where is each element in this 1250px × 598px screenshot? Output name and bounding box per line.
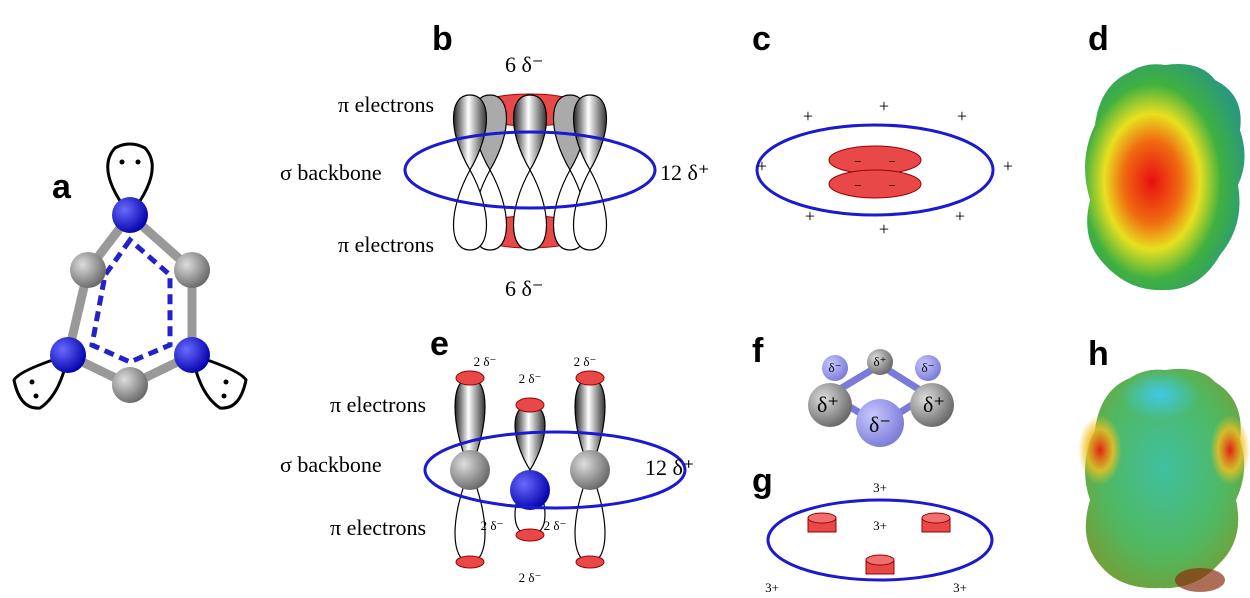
- charge-sign: +: [803, 106, 813, 126]
- charge-label: δ⁺: [817, 392, 839, 417]
- orbital-label: π electrons: [330, 392, 426, 417]
- esp-region: [1120, 370, 1200, 420]
- charge-label: δ⁺: [874, 354, 887, 369]
- charge-label: 3+: [873, 480, 887, 495]
- esp-region: [1078, 415, 1122, 485]
- charge-label: 12 δ⁺: [645, 455, 694, 480]
- charge-label: δ⁻: [922, 360, 935, 375]
- sigma-pi-model: [405, 94, 655, 250]
- p-orbital-lobe: [574, 170, 607, 250]
- charge-sign: +: [957, 106, 967, 126]
- charge-sign: +: [879, 96, 889, 116]
- orbital-label: σ backbone: [280, 160, 382, 185]
- panel-label: b: [432, 20, 453, 58]
- charge-label: δ⁻: [869, 412, 891, 437]
- ion-disk: [922, 513, 950, 523]
- charge-sign: −: [854, 154, 861, 169]
- charge-label: 6 δ⁻: [505, 52, 543, 77]
- charge-label: 2 δ⁻: [481, 518, 504, 533]
- charge-label: 2 δ⁻: [474, 354, 497, 369]
- charge-sign: −: [888, 154, 895, 169]
- charge-sign: +: [879, 219, 889, 239]
- charge-sign: −: [854, 178, 861, 193]
- charge-disk: [516, 529, 544, 541]
- figure: a b c d e f g h 6 δ⁻ π electrons σ backb…: [0, 0, 1250, 598]
- charge-label: 2 δ⁻: [519, 570, 542, 585]
- charge-sign: +: [1003, 156, 1013, 176]
- charge-label: 2 δ⁻: [519, 371, 542, 386]
- orbital-label: π electrons: [330, 515, 426, 540]
- panel-label: a: [52, 168, 72, 206]
- charge-sign: +: [955, 206, 965, 226]
- charge-label: 3+: [953, 580, 967, 595]
- panel-label: c: [752, 20, 771, 58]
- orbital-label: σ backbone: [280, 452, 382, 477]
- charge-sign: +: [805, 206, 815, 226]
- charge-disk: [456, 556, 484, 568]
- p-orbital-lobe: [454, 95, 487, 170]
- charge-label: 2 δ⁻: [544, 518, 567, 533]
- atom: [570, 450, 610, 490]
- charge-label: δ⁻: [829, 360, 842, 375]
- triazine: [14, 144, 246, 408]
- charge-disk: [576, 371, 604, 385]
- p-orbital-lobe: [454, 170, 487, 250]
- panel-label: h: [1088, 335, 1109, 373]
- ion-disk: [808, 513, 836, 523]
- orbital-label: π electrons: [338, 232, 434, 257]
- panel-label: d: [1088, 20, 1109, 58]
- charge-sign: −: [888, 178, 895, 193]
- p-orbital-lobe: [514, 170, 547, 250]
- esp-region: [1210, 415, 1250, 485]
- esp-surface: [1085, 64, 1245, 290]
- charge-disk: [576, 556, 604, 568]
- panel-label: f: [752, 332, 764, 370]
- panel-label: e: [430, 325, 449, 363]
- orbital-label: π electrons: [338, 92, 434, 117]
- p-orbital-lobe: [574, 95, 607, 170]
- charge-label: δ⁺: [923, 392, 945, 417]
- charge-label: 12 δ⁺: [660, 160, 709, 185]
- charge-disk: [516, 398, 544, 412]
- charge-sign: +: [757, 156, 767, 176]
- ion-disk: [866, 555, 894, 565]
- charge-disk: [456, 371, 484, 385]
- charge-label: 2 δ⁻: [574, 354, 597, 369]
- charge-label: 3+: [765, 580, 779, 595]
- esp-region: [1175, 568, 1225, 592]
- charge-label: 6 δ⁻: [505, 276, 543, 301]
- panel-label: g: [752, 462, 773, 500]
- charge-label: 3+: [873, 518, 887, 533]
- quadrupole-model: [757, 125, 993, 215]
- atom: [450, 450, 490, 490]
- p-orbital-lobe: [515, 405, 545, 470]
- atom: [510, 470, 550, 510]
